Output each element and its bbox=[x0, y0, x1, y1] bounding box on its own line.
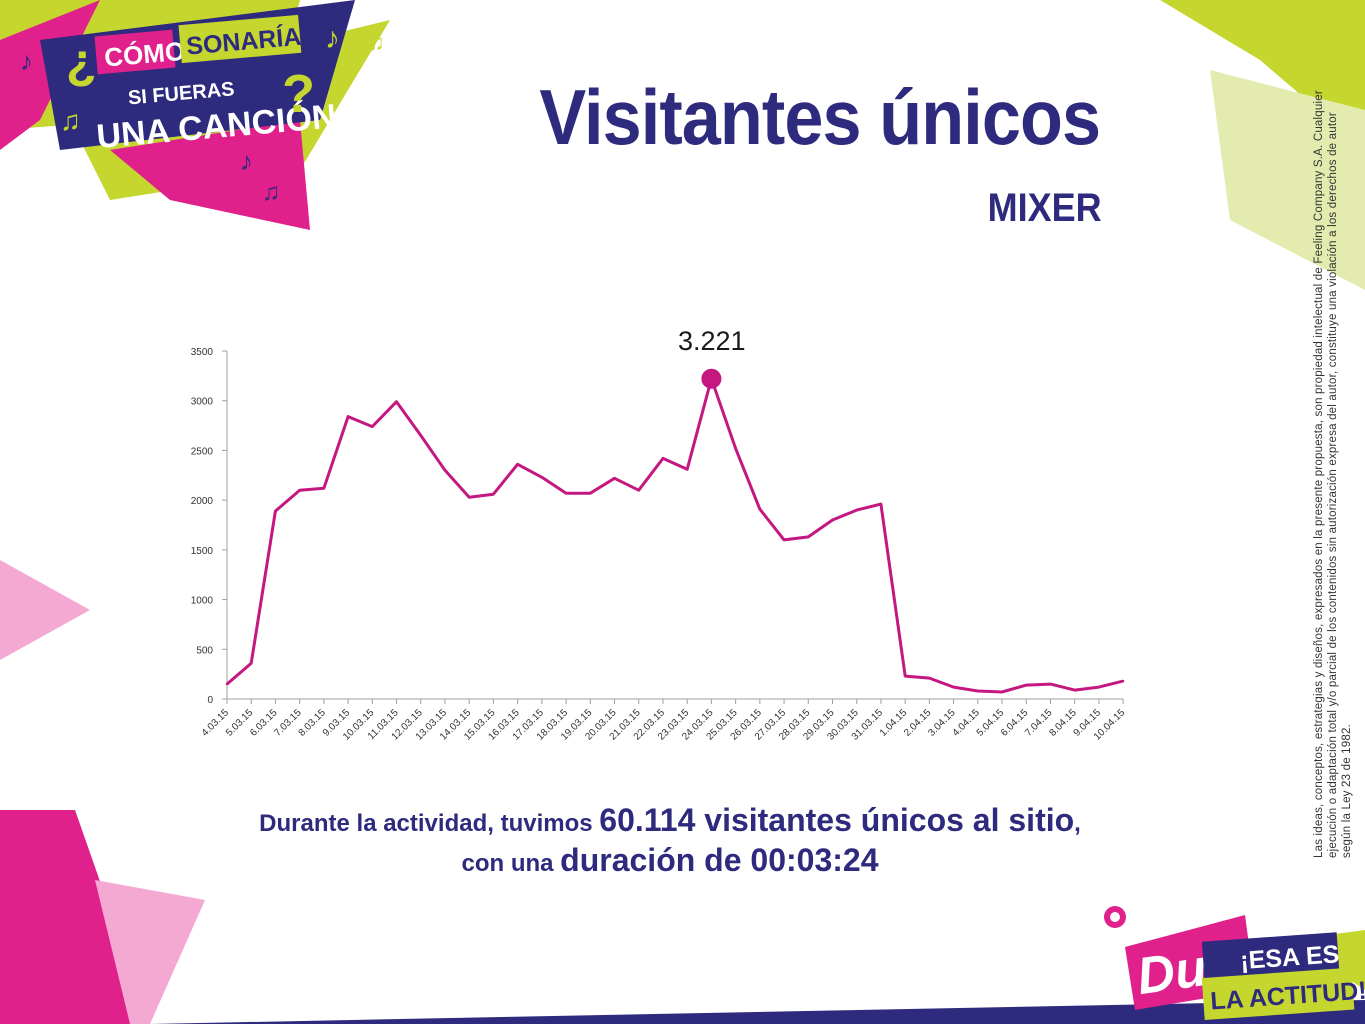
data-point bbox=[758, 507, 762, 511]
y-tick-label: 1000 bbox=[191, 596, 214, 607]
data-point bbox=[250, 662, 253, 665]
lime-light-shape-right bbox=[1210, 70, 1365, 290]
data-point bbox=[322, 487, 326, 490]
data-point bbox=[516, 463, 519, 466]
y-tick-label: 0 bbox=[207, 695, 213, 706]
y-tick-label: 500 bbox=[196, 645, 213, 656]
music-note-icon: ♫ bbox=[368, 30, 385, 55]
data-point bbox=[734, 447, 737, 450]
series-line bbox=[226, 377, 1124, 694]
data-point bbox=[492, 492, 495, 496]
peak-value-label: 3.221 bbox=[678, 326, 746, 356]
data-point bbox=[589, 491, 592, 495]
data-point bbox=[1073, 688, 1076, 692]
campaign-logo: ¿ CÓMO SONARÍAS SI FUERAS UNA CANCIÓN ? … bbox=[20, 0, 385, 206]
music-note-icon: ♪ bbox=[20, 46, 33, 76]
brand-tagline-1: ¡ESA ES bbox=[1239, 940, 1340, 975]
y-tick-label: 2000 bbox=[191, 496, 214, 507]
magenta-shape-bottom bbox=[0, 810, 150, 1024]
brand-tagline-box-2 bbox=[1201, 967, 1355, 1020]
data-point bbox=[1097, 685, 1101, 689]
campaign-logo-question: ? bbox=[282, 64, 315, 124]
data-point bbox=[855, 508, 858, 512]
data-point bbox=[564, 491, 568, 495]
data-point bbox=[419, 434, 422, 437]
data-point bbox=[443, 469, 447, 472]
data-point bbox=[685, 468, 689, 471]
pink-shape-left bbox=[0, 560, 90, 660]
summary-part-3: , con una bbox=[461, 810, 1081, 877]
brand-tagline-box-1 bbox=[1201, 932, 1340, 980]
summary-part-2: 60.114 visitantes únicos al sitio bbox=[599, 802, 1075, 838]
summary-part-4: duración de 00:03:24 bbox=[560, 842, 879, 878]
data-point bbox=[879, 502, 883, 506]
data-point bbox=[395, 400, 398, 403]
lime-shape-right bbox=[1160, 0, 1365, 150]
data-point bbox=[637, 489, 640, 492]
navy-strip-bottom bbox=[150, 1000, 1365, 1024]
data-point bbox=[1121, 679, 1125, 683]
data-point bbox=[831, 518, 834, 522]
data-point bbox=[903, 674, 907, 678]
peak-marker bbox=[701, 368, 722, 389]
summary-text: Durante la actividad, tuvimos 60.114 vis… bbox=[255, 800, 1085, 880]
data-point bbox=[371, 425, 374, 428]
music-note-icon: ♪ bbox=[325, 22, 340, 55]
data-point bbox=[346, 415, 350, 418]
data-point bbox=[1025, 683, 1028, 687]
data-point bbox=[274, 509, 277, 513]
data-point bbox=[661, 457, 665, 460]
data-point bbox=[807, 535, 810, 539]
data-point bbox=[928, 676, 931, 680]
legal-disclaimer: Las ideas, conceptos, estrategias y dise… bbox=[1313, 90, 1353, 858]
music-note-icon: ♫ bbox=[262, 179, 280, 206]
data-point bbox=[782, 538, 786, 542]
data-point bbox=[976, 689, 980, 693]
y-tick-label: 3000 bbox=[191, 397, 214, 408]
magenta-shape-top bbox=[110, 120, 310, 230]
campaign-logo-line1a: ¿ bbox=[66, 33, 97, 89]
music-note-icon: ♪ bbox=[240, 146, 253, 176]
data-point bbox=[540, 476, 544, 479]
summary-part-1: Durante la actividad, tuvimos bbox=[259, 810, 600, 837]
brand-logo: Dux ¡ESA ES LA ACTITUD! bbox=[1104, 906, 1365, 1020]
data-point bbox=[1049, 682, 1052, 686]
page-title: Visitantes únicos bbox=[539, 73, 1101, 161]
data-point bbox=[1000, 690, 1004, 694]
y-tick-label: 2500 bbox=[191, 446, 214, 457]
campaign-logo-badge-sonarias bbox=[178, 14, 302, 64]
data-point bbox=[225, 682, 229, 686]
music-note-icon: ♫ bbox=[60, 105, 81, 136]
data-point bbox=[468, 495, 471, 499]
pink-shape-bottom bbox=[95, 880, 205, 1024]
y-tick-label: 3500 bbox=[191, 347, 214, 358]
campaign-logo-line1b: CÓMO bbox=[103, 36, 186, 73]
data-point bbox=[613, 477, 616, 480]
y-tick-label: 1500 bbox=[191, 546, 214, 557]
campaign-logo-badge-como bbox=[94, 29, 176, 75]
page-subtitle: MIXER bbox=[987, 186, 1102, 230]
visitors-line-chart: 05001000150020002500300035004.03.155.03.… bbox=[191, 347, 1128, 743]
data-point bbox=[952, 685, 955, 689]
data-point bbox=[298, 489, 301, 492]
